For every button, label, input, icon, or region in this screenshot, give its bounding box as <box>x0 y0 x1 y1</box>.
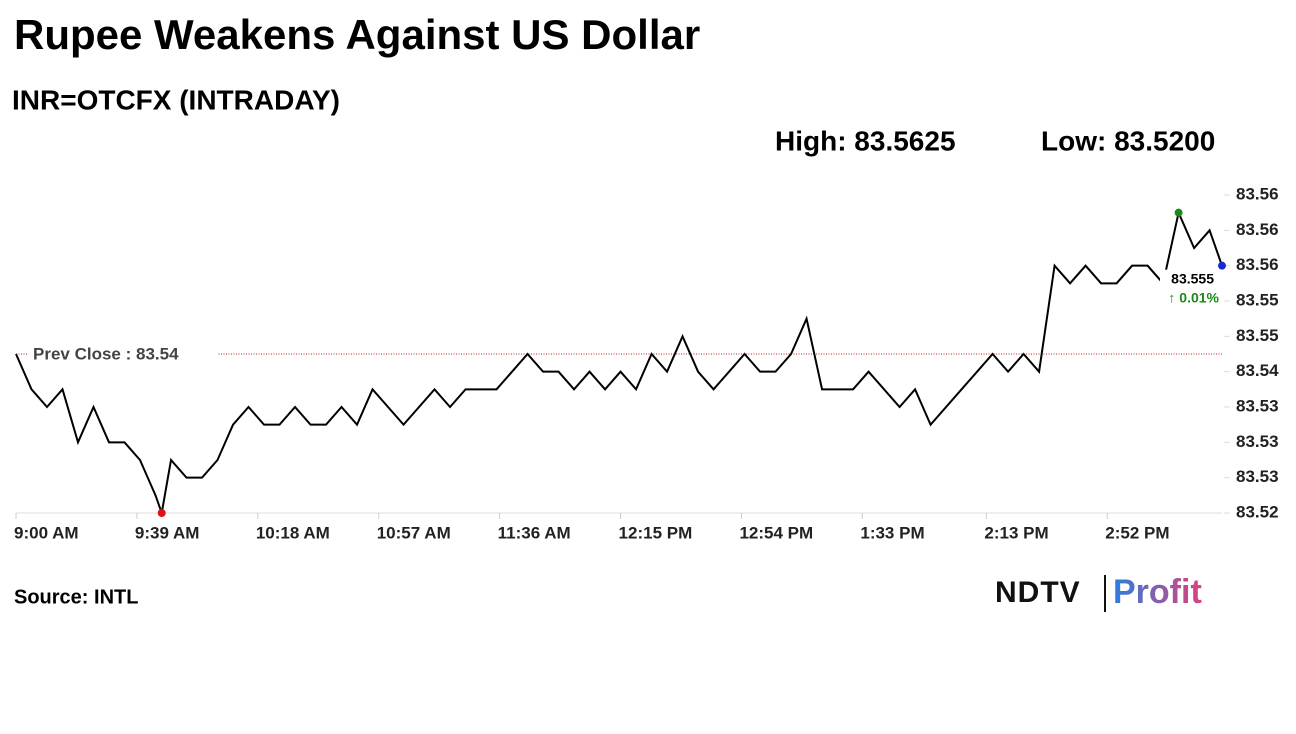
y-tick-label: 83.56 <box>1236 220 1279 239</box>
low-label: Low: 83.5200 <box>1041 125 1215 156</box>
prev-close-bg <box>28 343 218 365</box>
low-dot <box>157 509 166 517</box>
y-tick-label: 83.55 <box>1236 326 1279 345</box>
y-tick-label: 83.52 <box>1236 502 1279 521</box>
y-tick-label: 83.56 <box>1236 255 1279 274</box>
x-tick-label: 2:13 PM <box>984 523 1048 542</box>
brand-name: NDTV <box>995 576 1081 609</box>
x-tick-label: 2:52 PM <box>1105 523 1169 542</box>
x-tick-label: 12:54 PM <box>739 523 813 542</box>
x-tick-label: 9:39 AM <box>135 523 200 542</box>
high-label: High: 83.5625 <box>775 125 956 156</box>
prev-close-label: Prev Close : 83.54 <box>33 344 179 363</box>
y-tick-label: 83.56 <box>1236 184 1279 203</box>
x-tick-label: 9:00 AM <box>14 523 79 542</box>
last-value: 83.555 <box>1171 270 1214 286</box>
x-tick-label: 12:15 PM <box>619 523 693 542</box>
y-tick-label: 83.54 <box>1236 361 1279 380</box>
y-tick-label: 83.53 <box>1236 432 1279 451</box>
x-tick-label: 10:18 AM <box>256 523 330 542</box>
last-dot <box>1218 261 1226 270</box>
brand-product: Profit <box>1113 573 1202 611</box>
x-tick-label: 10:57 AM <box>377 523 451 542</box>
y-tick-label: 83.53 <box>1236 396 1279 415</box>
last-bg <box>1160 269 1220 308</box>
source: Source: INTL <box>14 586 138 608</box>
price-line <box>15 209 1223 517</box>
high-dot <box>1174 208 1183 217</box>
x-tick-label: 1:33 PM <box>860 523 924 542</box>
y-tick-label: 83.55 <box>1236 290 1279 309</box>
chart-subtitle: INR=OTCFX (INTRADAY) <box>12 84 340 115</box>
y-tick-label: 83.53 <box>1236 467 1279 486</box>
chart-title: Rupee Weakens Against US Dollar <box>14 11 700 58</box>
x-tick-label: 11:36 AM <box>498 523 571 542</box>
change-label: ↑ 0.01% <box>1168 289 1219 305</box>
